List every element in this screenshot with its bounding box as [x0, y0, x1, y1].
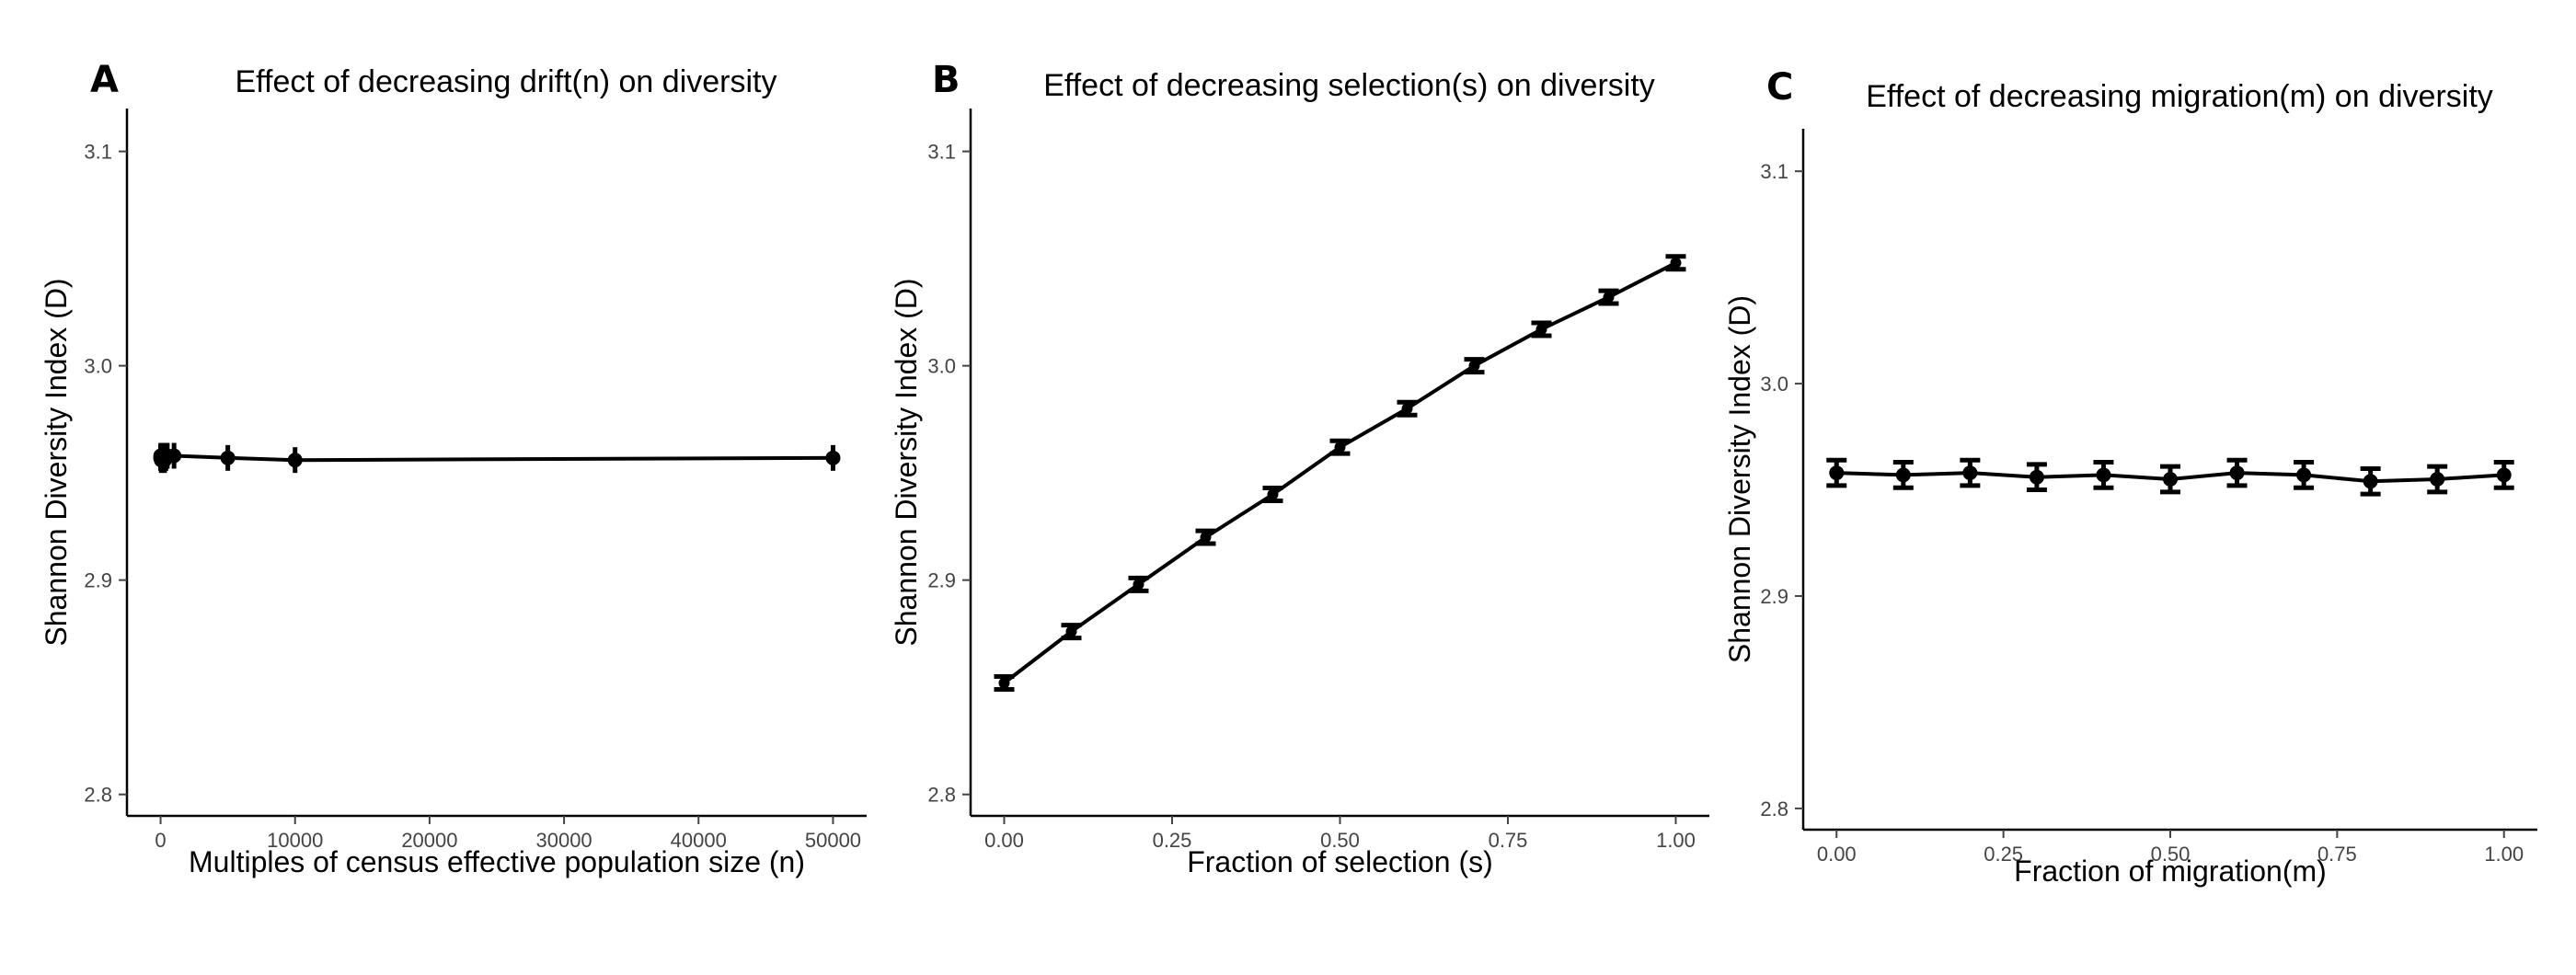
- x-tick-label: 40000: [671, 829, 727, 852]
- y-axis-title: Shannon Diversity Index (D): [1723, 295, 1756, 663]
- data-point: [1401, 403, 1413, 415]
- x-tick-label: 0.25: [1984, 843, 2023, 866]
- y-tick-label: 2.9: [84, 569, 112, 592]
- x-tick-label: 1.00: [1656, 829, 1696, 852]
- y-tick-label: 2.9: [1760, 585, 1788, 608]
- y-tick-label: 2.9: [927, 569, 956, 592]
- data-point: [1468, 360, 1480, 372]
- data-point: [1065, 625, 1077, 637]
- data-point: [2296, 467, 2312, 483]
- y-axis-title: Shannon Diversity Index (D): [890, 278, 923, 646]
- x-tick-label: 0: [155, 829, 166, 852]
- y-tick-label: 2.8: [84, 784, 112, 807]
- panel-letter: A: [90, 59, 119, 101]
- y-axis-title: Shannon Diversity Index (D): [40, 278, 73, 646]
- x-tick-label: 0.75: [1489, 829, 1528, 852]
- data-point: [1535, 324, 1547, 336]
- data-point: [287, 453, 303, 468]
- x-tick-label: 0.75: [2317, 843, 2357, 866]
- x-tick-label: 0.25: [1153, 829, 1192, 852]
- x-tick-label: 1.00: [2484, 843, 2524, 866]
- y-tick-label: 3.1: [84, 141, 112, 164]
- data-point: [2096, 467, 2111, 483]
- x-tick-label: 0.50: [1320, 829, 1360, 852]
- chart-title: Effect of decreasing drift(n) on diversi…: [236, 64, 777, 99]
- data-point: [825, 450, 841, 465]
- data-point: [1200, 532, 1212, 544]
- y-tick-label: 3.1: [927, 141, 956, 164]
- series-line: [158, 451, 834, 465]
- data-point: [1895, 467, 1911, 483]
- data-point: [2430, 472, 2445, 487]
- data-point: [1133, 579, 1144, 591]
- data-point: [998, 677, 1010, 689]
- data-point: [2229, 465, 2245, 481]
- chart-panel-a: A Effect of decreasing drift(n) on divers…: [40, 59, 867, 878]
- data-point: [1603, 292, 1615, 304]
- data-point: [1962, 465, 1978, 481]
- data-point: [2496, 467, 2512, 483]
- data-point: [1334, 442, 1346, 453]
- chart-title: Effect of decreasing migration(m) on div…: [1866, 79, 2493, 114]
- chart-panel-b: B Effect of decreasing selection(s) on di…: [890, 59, 1709, 878]
- series-line: [1003, 261, 1677, 685]
- data-point: [167, 448, 182, 464]
- x-tick-label: 30000: [535, 829, 592, 852]
- x-axis-title: Fraction of selection (s): [1187, 845, 1493, 878]
- x-tick-label: 50000: [805, 829, 861, 852]
- panel-letter: C: [1766, 66, 1793, 109]
- data-point: [1829, 465, 1845, 481]
- y-tick-label: 3.0: [927, 355, 956, 378]
- x-tick-label: 0.50: [2151, 843, 2191, 866]
- y-tick-label: 3.1: [1760, 160, 1788, 183]
- data-point: [1670, 257, 1682, 269]
- chart-title: Effect of decreasing selection(s) on div…: [1043, 68, 1655, 103]
- data-point: [2029, 469, 2044, 485]
- data-point: [2163, 472, 2178, 487]
- x-tick-label: 0.00: [984, 829, 1024, 852]
- data-point: [220, 450, 236, 465]
- x-axis-title: Fraction of migration(m): [2014, 855, 2327, 888]
- panel-letter: B: [932, 59, 960, 101]
- y-tick-label: 2.8: [1760, 797, 1788, 820]
- y-tick-label: 3.0: [84, 355, 112, 378]
- data-point: [1267, 488, 1279, 500]
- y-tick-label: 2.8: [927, 784, 956, 807]
- data-point: [2363, 474, 2378, 489]
- chart-panel-c: C Effect of decreasing migration(m) on di…: [1723, 66, 2537, 888]
- x-tick-label: 10000: [267, 829, 323, 852]
- x-axis-title: Multiples of census effective population…: [189, 845, 805, 878]
- x-tick-label: 20000: [401, 829, 457, 852]
- x-tick-label: 0.00: [1817, 843, 1857, 866]
- y-tick-label: 3.0: [1760, 373, 1788, 396]
